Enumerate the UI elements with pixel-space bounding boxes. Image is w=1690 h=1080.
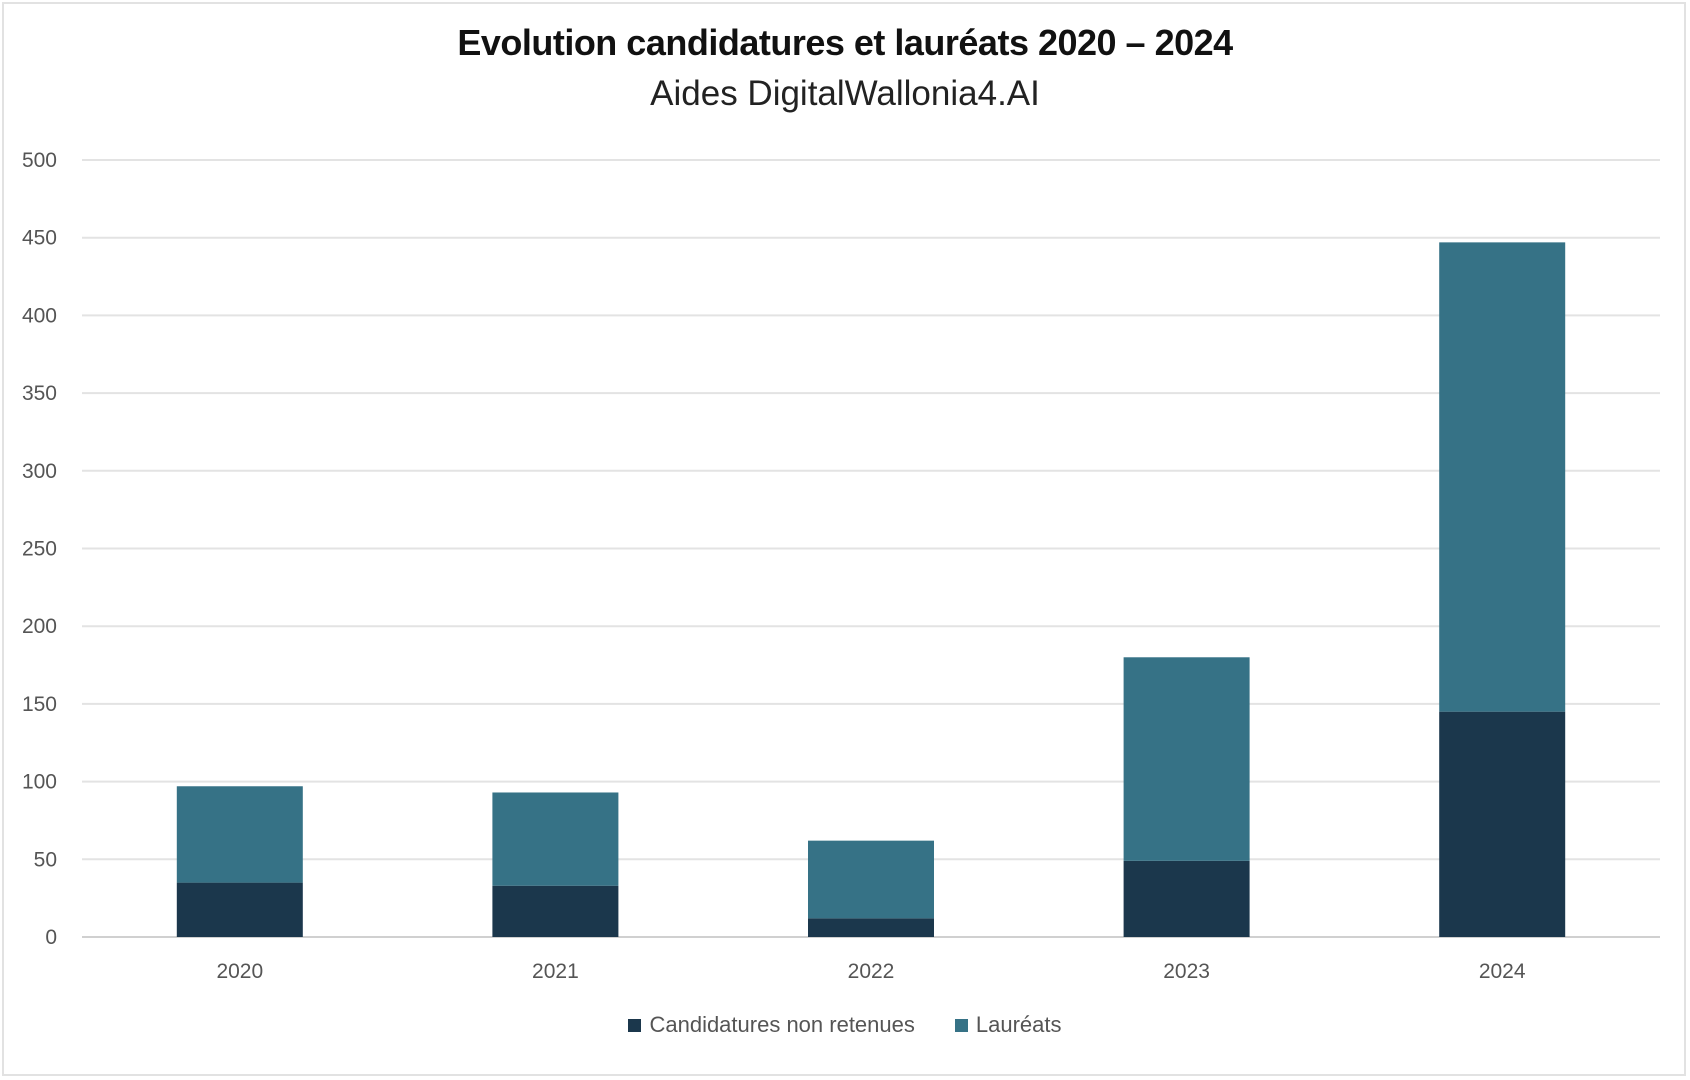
legend-label-laureats: Lauréats — [975, 1012, 1062, 1037]
bar-segment — [1123, 657, 1250, 861]
y-tick-label: 0 — [45, 926, 57, 949]
legend-item-non-retenues: Candidatures non retenues — [628, 1012, 915, 1038]
y-tick-label: 50 — [34, 848, 57, 871]
bar-segment — [1439, 242, 1566, 712]
x-tick-label: 2021 — [532, 960, 579, 983]
x-tick-label: 2023 — [1163, 960, 1210, 983]
legend-item-laureats: Lauréats — [954, 1012, 1062, 1038]
bar-segment — [808, 918, 934, 937]
x-tick-label: 2022 — [848, 960, 895, 983]
chart-legend: Candidatures non retenues Lauréats — [0, 1012, 1690, 1038]
bar-segment — [176, 882, 303, 937]
legend-swatch-non-retenues — [628, 1018, 642, 1032]
y-tick-label: 450 — [22, 227, 57, 250]
y-tick-label: 400 — [22, 304, 57, 327]
bar-segment — [808, 840, 934, 919]
bar-segment — [1123, 860, 1250, 937]
legend-swatch-laureats — [954, 1018, 968, 1032]
y-tick-label: 150 — [22, 693, 57, 716]
bar-segment — [492, 885, 619, 937]
y-tick-label: 500 — [22, 149, 57, 172]
chart-title: Evolution candidatures et lauréats 2020 … — [457, 22, 1233, 63]
y-tick-label: 200 — [22, 615, 57, 638]
y-tick-label: 100 — [22, 771, 57, 794]
y-tick-label: 350 — [22, 382, 57, 405]
bar-segment — [1439, 711, 1566, 937]
y-tick-label: 300 — [22, 460, 57, 483]
bar-segment — [492, 792, 619, 886]
y-tick-label: 250 — [22, 538, 57, 561]
x-tick-label: 2024 — [1479, 960, 1526, 983]
chart-subtitle: Aides DigitalWallonia4.AI — [650, 74, 1040, 113]
bar-segment — [176, 786, 303, 883]
legend-label-non-retenues: Candidatures non retenues — [649, 1012, 915, 1037]
x-tick-label: 2020 — [216, 960, 263, 983]
